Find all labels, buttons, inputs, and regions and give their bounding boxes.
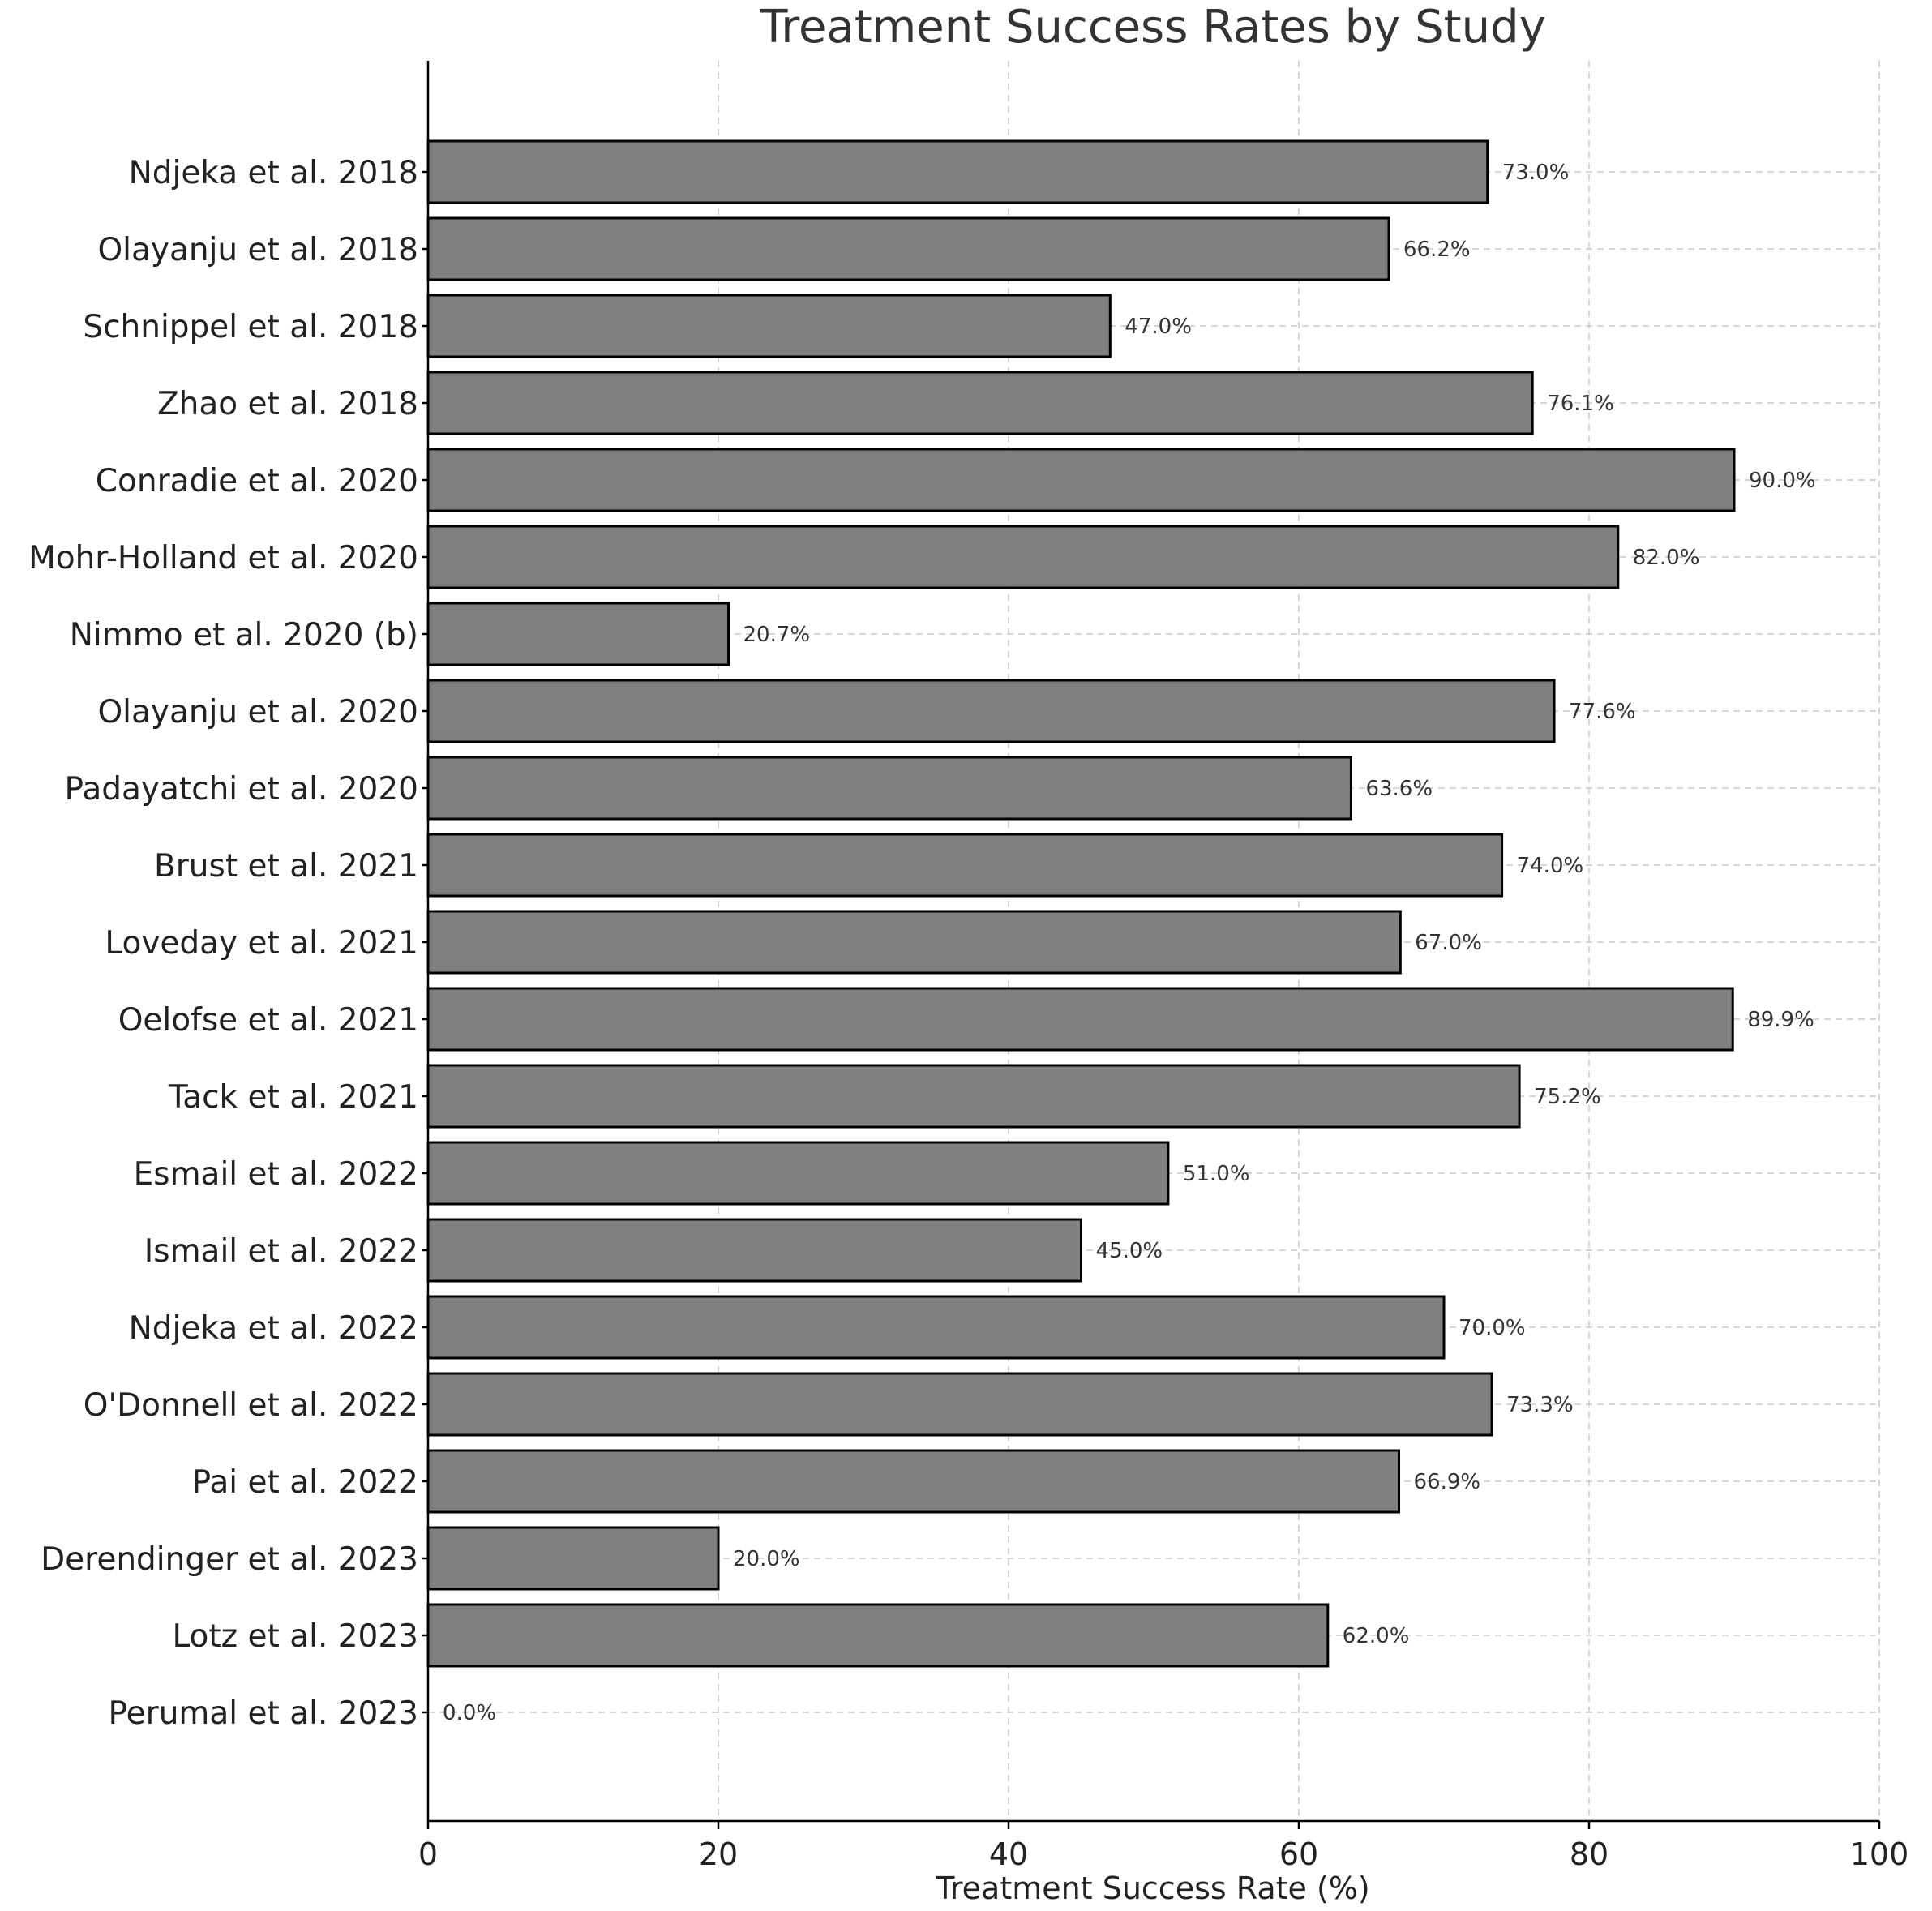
category-label: Tack et al. 2021 (168, 1079, 418, 1116)
bar (426, 216, 1390, 281)
category-label: O'Donnell et al. 2022 (84, 1387, 418, 1424)
bar-value-label: 63.6% (1365, 777, 1433, 801)
bar (426, 371, 1534, 435)
category-label: Lotz et al. 2023 (172, 1618, 418, 1655)
category-label: Conradie et al. 2020 (96, 463, 418, 499)
bar (426, 602, 730, 666)
bar-value-label: 47.0% (1125, 315, 1192, 339)
x-tick-label: 60 (1279, 1836, 1318, 1872)
bar (426, 448, 1736, 512)
bar-value-label: 20.0% (733, 1547, 800, 1571)
x-tick-label: 40 (989, 1836, 1028, 1872)
x-axis-label: Treatment Success Rate (%) (935, 1870, 1369, 1906)
bar-value-label: 73.3% (1506, 1393, 1574, 1417)
x-tick-label: 0 (418, 1836, 438, 1872)
bar-value-label: 77.6% (1569, 700, 1636, 724)
bar-value-label: 82.0% (1633, 546, 1700, 570)
x-tick-label: 80 (1570, 1836, 1609, 1872)
category-label: Loveday et al. 2021 (105, 925, 418, 962)
bar-value-label: 74.0% (1517, 854, 1584, 878)
category-label: Nimmo et al. 2020 (b) (70, 617, 418, 653)
category-label: Esmail et al. 2022 (134, 1156, 418, 1193)
bar (426, 1372, 1493, 1437)
category-label: Olayanju et al. 2018 (97, 232, 418, 268)
bar-value-label: 90.0% (1749, 469, 1816, 493)
bar (426, 1603, 1330, 1668)
bar-value-label: 67.0% (1415, 931, 1482, 955)
bar-value-label: 89.9% (1747, 1008, 1814, 1032)
category-label: Olayanju et al. 2020 (97, 694, 418, 731)
bar (426, 525, 1620, 589)
bar (426, 1449, 1401, 1514)
bars (426, 139, 1736, 1668)
chart-title: Treatment Success Rates by Study (759, 1, 1546, 54)
category-label: Padayatchi et al. 2020 (65, 771, 418, 808)
bar (426, 1218, 1082, 1283)
bar-value-label: 62.0% (1343, 1624, 1410, 1648)
bar-value-label: 75.2% (1534, 1085, 1601, 1109)
x-tick-label: 100 (1850, 1836, 1909, 1872)
bar-value-label: 76.1% (1547, 392, 1614, 416)
category-label: Derendinger et al. 2023 (41, 1541, 418, 1578)
category-labels: Ndjeka et al. 2018 Olayanju et al. 2018 Sc… (28, 155, 428, 1732)
category-label: Ndjeka et al. 2018 (129, 155, 418, 191)
bar (426, 139, 1489, 204)
bar (426, 910, 1402, 975)
category-label: Mohr-Holland et al. 2020 (28, 540, 418, 576)
bar (426, 679, 1556, 743)
bar-value-label: 20.7% (743, 623, 811, 647)
bar-value-label: 0.0% (443, 1701, 496, 1725)
bar-value-label: 73.0% (1502, 161, 1570, 185)
category-label: Ismail et al. 2022 (144, 1233, 418, 1270)
bar-value-label: 66.9% (1414, 1470, 1481, 1494)
bar-value-label: 51.0% (1183, 1162, 1250, 1186)
category-label: Oelofse et al. 2021 (118, 1002, 418, 1039)
bar-value-label: 70.0% (1459, 1316, 1526, 1340)
category-label: Brust et al. 2021 (154, 848, 418, 885)
category-label: Ndjeka et al. 2022 (129, 1310, 418, 1347)
bar (426, 987, 1734, 1052)
bar (426, 833, 1504, 898)
x-tick-labels: 0 20 40 60 80 100 (418, 1821, 1908, 1872)
bar (426, 1295, 1446, 1360)
bar (426, 1141, 1170, 1206)
bar-value-label: 45.0% (1096, 1239, 1163, 1263)
bar (426, 756, 1352, 821)
bar (426, 294, 1112, 358)
x-tick-label: 20 (699, 1836, 738, 1872)
category-label: Schnippel et al. 2018 (83, 309, 418, 345)
category-label: Pai et al. 2022 (192, 1464, 418, 1501)
category-label: Zhao et al. 2018 (157, 386, 418, 422)
category-label: Perumal et al. 2023 (109, 1695, 418, 1732)
data-labels: 73.0% 66.2% 47.0% 76.1% 90.0% 82.0% 20.7% 77.6%… (443, 161, 1816, 1725)
bar-value-label: 66.2% (1403, 238, 1471, 262)
bar (426, 1064, 1521, 1129)
bar (426, 1526, 720, 1591)
